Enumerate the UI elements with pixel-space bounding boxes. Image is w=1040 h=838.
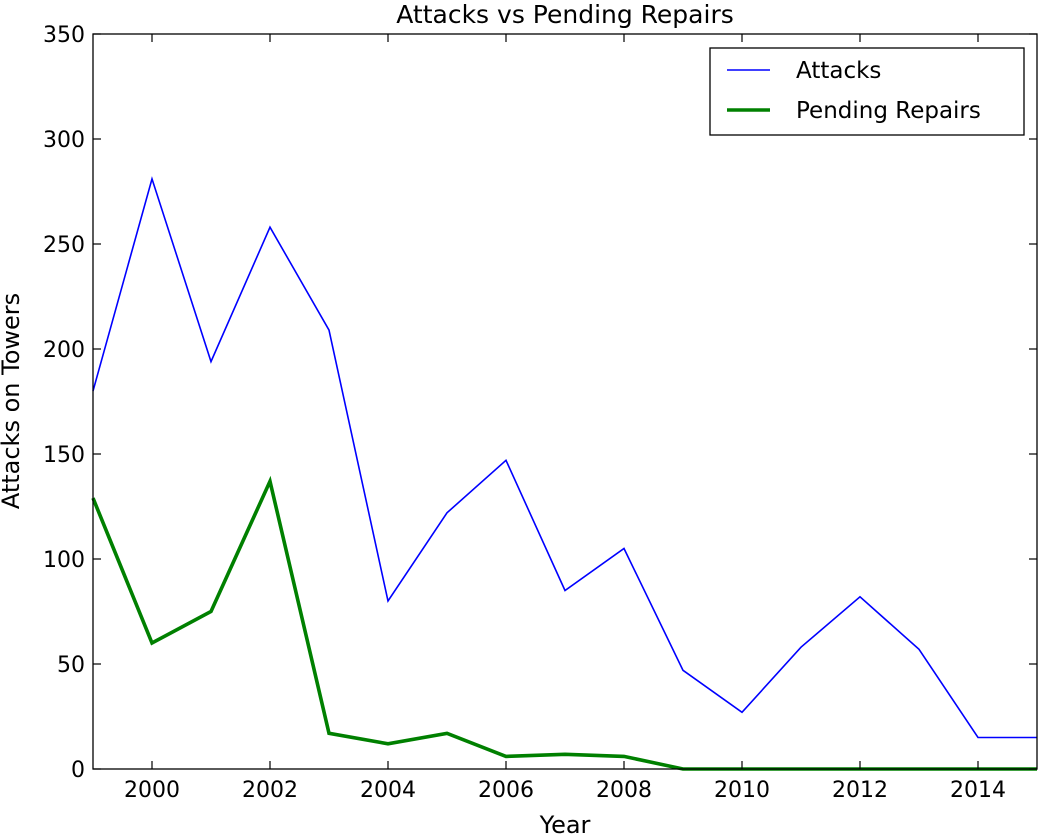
- y-tick-label: 300: [43, 128, 85, 153]
- x-tick-label: 2014: [950, 778, 1006, 803]
- y-tick-label: 150: [43, 443, 85, 468]
- x-tick-label: 2008: [596, 778, 652, 803]
- series-line-pending-repairs: [91, 475, 1037, 771]
- x-tick-label: 2000: [124, 778, 180, 803]
- ticks-layer: 2000 2002 2004 2006 2008 2010 2012 2014 0 50 100 15…: [43, 23, 1037, 803]
- y-tick-label: 100: [43, 548, 85, 573]
- x-tick-label: 2004: [360, 778, 416, 803]
- y-tick-label: 0: [71, 758, 85, 783]
- legend-label-pending-repairs: Pending Repairs: [796, 98, 981, 124]
- x-tick-label: 2010: [714, 778, 770, 803]
- x-tick-label: 2012: [832, 778, 888, 803]
- series-line-attacks: [92, 176, 1037, 739]
- plot-frame: [92, 33, 1038, 770]
- y-tick-label: 250: [43, 233, 85, 258]
- series-layer: [91, 176, 1037, 771]
- y-tick-label: 50: [57, 653, 85, 678]
- y-tick-label: 350: [43, 23, 85, 48]
- chart-title: Attacks vs Pending Repairs: [396, 0, 734, 29]
- x-tick-label: 2006: [478, 778, 534, 803]
- x-tick-label: 2002: [242, 778, 298, 803]
- y-tick-label: 200: [43, 338, 85, 363]
- y-axis-title: Attacks on Towers: [0, 293, 25, 509]
- legend-label-attacks: Attacks: [796, 58, 881, 84]
- legend: Attacks Pending Repairs: [709, 47, 1025, 136]
- legend-box: [709, 47, 1025, 136]
- x-axis-title: Year: [539, 811, 591, 838]
